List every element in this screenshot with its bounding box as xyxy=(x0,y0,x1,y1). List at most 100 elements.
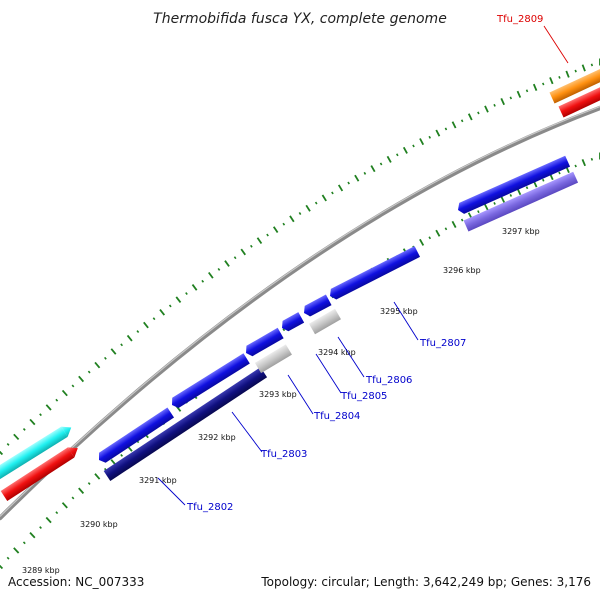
outer-tick-mark xyxy=(266,233,269,237)
feature-orange-right[interactable] xyxy=(549,62,600,104)
outer-tick-mark xyxy=(289,215,295,223)
inner-tick-mark xyxy=(78,487,85,494)
outer-tick-mark xyxy=(331,191,334,195)
gene-label-tfu-2803[interactable]: Tfu_2803 xyxy=(260,449,307,460)
outer-tick-mark xyxy=(126,334,133,342)
accession-text: Accession: NC_007333 xyxy=(8,575,144,589)
outer-tick-mark xyxy=(565,70,570,78)
outer-tick-mark xyxy=(581,64,586,72)
inner-tick-mark xyxy=(484,203,489,212)
gene-label-tfu-2805[interactable]: Tfu_2805 xyxy=(340,391,387,402)
outer-tick-mark xyxy=(444,127,448,131)
outer-tick-mark xyxy=(152,317,156,321)
gene-block-2803-fwd[interactable] xyxy=(169,353,250,410)
outer-tick-mark xyxy=(347,181,350,185)
outer-tick-mark xyxy=(558,75,561,79)
scale-label-3289: 3289 kbp xyxy=(22,566,60,575)
gene-block-2804-grey[interactable] xyxy=(254,344,292,374)
outer-tick-mark xyxy=(143,321,149,329)
genome-backbone xyxy=(0,105,600,521)
outer-tick-mark xyxy=(61,389,68,397)
outer-tick-mark xyxy=(500,98,505,106)
genome-summary-text: Topology: circular; Length: 3,642,249 bp… xyxy=(260,575,591,589)
scale-label-3293: 3293 kbp xyxy=(259,390,297,399)
outer-tick-mark xyxy=(451,121,457,129)
inner-tick-mark xyxy=(55,511,59,515)
outer-tick-mark xyxy=(175,296,182,304)
outer-tick-mark xyxy=(256,237,263,245)
gene-block-2808-light[interactable] xyxy=(463,171,579,232)
gene-block-2804-fwd[interactable] xyxy=(243,327,284,358)
feature-red-left[interactable] xyxy=(0,443,81,502)
inner-tick-mark xyxy=(0,564,4,570)
outer-tick-mark xyxy=(525,89,529,93)
inner-tick-mark xyxy=(542,178,545,182)
gene-block-2806-fwd[interactable] xyxy=(301,294,332,319)
outer-tick-mark xyxy=(136,330,140,334)
gene-block-2807-fwd[interactable] xyxy=(327,246,421,301)
outer-tick-mark xyxy=(240,248,246,256)
feature-cyan-left[interactable] xyxy=(0,422,74,483)
gene-block-2802-fwd[interactable] xyxy=(96,407,175,465)
gene-label-tfu-2802[interactable]: Tfu_2802 xyxy=(186,502,233,513)
map-title: Thermobifida fusca YX, complete genome xyxy=(153,11,447,27)
gene-label-tfu-2804[interactable]: Tfu_2804 xyxy=(313,411,360,422)
inner-tick-mark xyxy=(39,526,42,530)
outer-tick-mark xyxy=(412,144,415,148)
outer-tick-mark xyxy=(159,308,166,316)
inner-tick-mark xyxy=(493,201,496,205)
scale-label-3296: 3296 kbp xyxy=(443,266,481,275)
outer-tick-mark xyxy=(402,146,408,154)
outer-tick-mark xyxy=(55,398,59,402)
gene-block-2805-fwd[interactable] xyxy=(279,312,305,333)
inner-tick-mark xyxy=(87,482,91,485)
inner-tick-mark xyxy=(22,541,26,545)
inner-tick-mark xyxy=(500,195,506,203)
outer-tick-mark xyxy=(13,433,20,441)
inner-tick-mark xyxy=(477,210,480,214)
outer-tick-mark xyxy=(208,271,214,279)
inner-tick-mark xyxy=(6,556,10,560)
outer-tick-mark xyxy=(22,427,26,431)
outer-tick-mark xyxy=(233,256,237,260)
scale-label-3295: 3295 kbp xyxy=(380,307,418,316)
outer-tick-mark xyxy=(460,119,464,123)
outer-tick-mark xyxy=(477,111,480,115)
outer-tick-mark xyxy=(71,384,75,388)
gene-block-2802-dark[interactable] xyxy=(103,367,268,482)
inner-tick-mark xyxy=(71,496,75,500)
outer-tick-mark xyxy=(94,361,101,369)
outer-tick-mark xyxy=(272,226,279,234)
inner-tick-mark xyxy=(451,220,457,228)
inner-tick-mark xyxy=(428,236,432,240)
inner-tick-mark xyxy=(94,473,101,480)
outer-tick-mark xyxy=(509,96,513,100)
feature-red-right[interactable] xyxy=(558,81,600,118)
outer-tick-mark xyxy=(314,201,318,205)
outer-tick-mark xyxy=(45,404,52,411)
gene-label-leaders xyxy=(157,301,419,506)
gene-block-2808-fwd[interactable] xyxy=(456,155,571,216)
gene-label-tfu-2809[interactable]: Tfu_2809 xyxy=(496,14,543,25)
inner-tick-mark xyxy=(45,516,52,524)
gene-label-tfu-2806[interactable]: Tfu_2806 xyxy=(365,375,412,386)
outer-tick-mark xyxy=(250,244,253,248)
gene-block-2806-grey[interactable] xyxy=(309,308,341,335)
outer-tick-mark xyxy=(282,222,286,226)
inner-tick-mark xyxy=(558,171,561,175)
inner-tick-mark xyxy=(435,229,441,237)
outer-tick-mark xyxy=(370,165,376,173)
outer-tick-mark xyxy=(428,135,431,139)
outer-tick-mark xyxy=(78,375,85,383)
outer-tick-mark xyxy=(574,69,577,73)
outer-tick-mark xyxy=(87,370,91,374)
gene-label-tfu-2807[interactable]: Tfu_2807 xyxy=(419,338,466,349)
outer-tick-mark xyxy=(185,292,188,295)
scale-label-3291: 3291 kbp xyxy=(139,476,177,485)
outer-tick-mark xyxy=(542,82,545,86)
outer-tick-mark xyxy=(549,77,554,85)
inner-tick-mark xyxy=(444,227,448,231)
inner-tick-mark xyxy=(581,159,586,167)
outer-tick-mark xyxy=(354,174,360,182)
